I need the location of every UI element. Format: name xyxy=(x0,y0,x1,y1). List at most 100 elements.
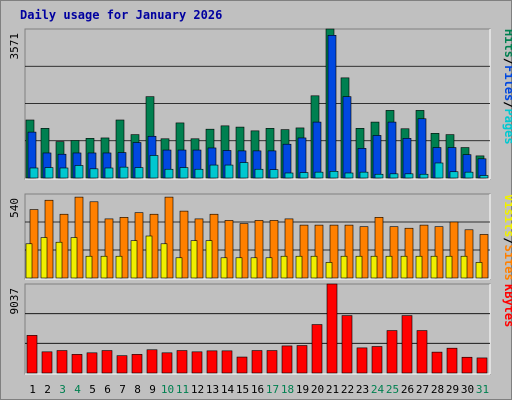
visits-bar-day-9 xyxy=(145,235,153,279)
day-label: 17 xyxy=(266,383,279,396)
visits-bar-day-31 xyxy=(475,262,483,279)
visits-bar-day-10 xyxy=(160,243,168,279)
legend-visits: Visits xyxy=(502,194,512,237)
kbytes-bar-day-6 xyxy=(101,350,113,374)
visits-bar-day-20 xyxy=(310,255,318,279)
day-label: 8 xyxy=(134,383,141,396)
kbytes-bar-day-31 xyxy=(476,357,488,374)
visits-bar-day-23 xyxy=(355,255,363,279)
pages-bar-day-23 xyxy=(359,171,369,179)
pages-bar-day-17 xyxy=(269,169,279,179)
sites-bar-day-6 xyxy=(104,218,114,279)
files-bar-day-31 xyxy=(477,158,487,179)
kbytes-bar-day-21 xyxy=(326,283,338,374)
sites-bar-day-11 xyxy=(179,210,189,279)
sites-bar-day-20 xyxy=(314,224,324,279)
day-label: 12 xyxy=(191,383,204,396)
pages-bar-day-21 xyxy=(329,171,339,179)
pages-bar-day-24 xyxy=(374,173,384,179)
kbytes-bar-day-4 xyxy=(71,354,83,374)
day-label: 11 xyxy=(176,383,189,396)
sites-bar-day-31 xyxy=(479,234,489,279)
panel-visits-sites: 540 Visits/Sites xyxy=(8,193,512,281)
kbytes-bar-day-19 xyxy=(296,345,308,374)
visits-bar-day-25 xyxy=(385,255,393,279)
sites-bar-day-7 xyxy=(119,217,129,279)
pages-bar-day-7 xyxy=(119,166,129,179)
kbytes-bar-day-22 xyxy=(341,315,353,374)
legend-separator: / xyxy=(502,101,512,108)
files-bar-day-25 xyxy=(387,121,397,179)
pages-bar-day-10 xyxy=(164,168,174,179)
kbytes-bar-day-25 xyxy=(386,330,398,374)
legend-kbytes: KBytes xyxy=(502,284,512,327)
day-label: 29 xyxy=(446,383,459,396)
pages-bar-day-27 xyxy=(419,173,429,179)
panel-kbytes: 9037 KBytes xyxy=(8,283,512,375)
day-label: 23 xyxy=(356,383,369,396)
visits-bar-day-30 xyxy=(460,255,468,279)
sites-bar-day-19 xyxy=(299,224,309,279)
max-value-label: 3571 xyxy=(8,33,21,60)
visits-bar-day-4 xyxy=(70,237,78,279)
kbytes-bar-day-27 xyxy=(416,330,428,374)
sites-bar-day-25 xyxy=(389,226,399,279)
sites-bar-day-28 xyxy=(434,226,444,279)
pages-bar-day-9 xyxy=(149,155,159,179)
kbytes-bar-day-7 xyxy=(116,355,128,374)
visits-bar-day-7 xyxy=(115,255,123,279)
visits-bar-day-17 xyxy=(265,257,273,279)
visits-bar-day-19 xyxy=(295,255,303,279)
kbytes-bar-day-11 xyxy=(176,350,188,374)
day-label: 16 xyxy=(251,383,264,396)
visits-bar-day-13 xyxy=(205,240,213,279)
day-label: 20 xyxy=(311,383,324,396)
pages-bar-day-4 xyxy=(74,165,84,179)
kbytes-bar-day-10 xyxy=(161,352,173,374)
pages-bar-day-12 xyxy=(194,168,204,179)
files-bar-day-20 xyxy=(312,121,322,179)
day-label: 25 xyxy=(386,383,399,396)
day-label: 30 xyxy=(461,383,474,396)
sites-bar-day-26 xyxy=(404,227,414,279)
legend-files: Files xyxy=(502,65,512,101)
pages-bar-day-22 xyxy=(344,172,354,179)
files-bar-day-27 xyxy=(417,118,427,179)
day-label: 27 xyxy=(416,383,429,396)
pages-bar-day-1 xyxy=(29,167,39,179)
day-label: 6 xyxy=(104,383,111,396)
kbytes-bar-day-23 xyxy=(356,347,368,374)
pages-bar-day-3 xyxy=(59,167,69,179)
pages-bar-day-8 xyxy=(134,167,144,179)
kbytes-bar-day-5 xyxy=(86,352,98,374)
visits-bar-day-22 xyxy=(340,255,348,279)
pages-bar-day-11 xyxy=(179,167,189,179)
visits-bar-day-18 xyxy=(280,255,288,279)
day-label: 19 xyxy=(296,383,309,396)
visits-bar-day-27 xyxy=(415,255,423,279)
kbytes-bar-day-20 xyxy=(311,324,323,374)
pages-bar-day-6 xyxy=(104,167,114,179)
day-label: 5 xyxy=(89,383,96,396)
pages-bar-day-15 xyxy=(239,162,249,179)
day-label: 18 xyxy=(281,383,294,396)
legend-hits: Hits xyxy=(502,29,512,58)
kbytes-bar-day-15 xyxy=(236,356,248,374)
sites-bar-day-10 xyxy=(164,196,174,279)
kbytes-bar-day-28 xyxy=(431,351,443,374)
pages-bar-day-14 xyxy=(224,164,234,179)
visits-bar-day-24 xyxy=(370,255,378,279)
kbytes-bar-day-29 xyxy=(446,347,458,374)
legend: Visits/Sites xyxy=(502,194,512,281)
kbytes-bar-day-30 xyxy=(461,356,473,374)
sites-bar-day-23 xyxy=(359,226,369,279)
visits-bar-day-8 xyxy=(130,240,138,279)
kbytes-bar-day-3 xyxy=(56,350,68,374)
day-label: 26 xyxy=(401,383,414,396)
kbytes-bar-day-12 xyxy=(191,351,203,374)
kbytes-bar-day-24 xyxy=(371,346,383,374)
sites-bar-day-29 xyxy=(449,221,459,279)
visits-bar-day-5 xyxy=(85,255,93,279)
